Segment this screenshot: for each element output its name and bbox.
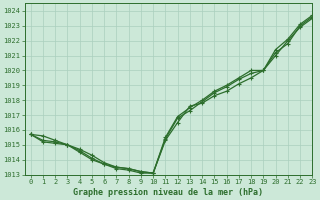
X-axis label: Graphe pression niveau de la mer (hPa): Graphe pression niveau de la mer (hPa) (74, 188, 263, 197)
